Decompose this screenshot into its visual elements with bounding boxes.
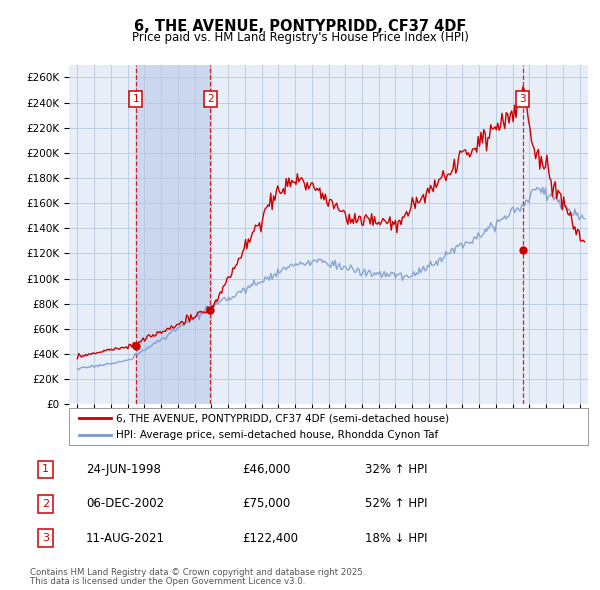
- Text: 52% ↑ HPI: 52% ↑ HPI: [365, 497, 427, 510]
- Text: 1: 1: [133, 94, 139, 104]
- Text: This data is licensed under the Open Government Licence v3.0.: This data is licensed under the Open Gov…: [30, 577, 305, 586]
- Text: 06-DEC-2002: 06-DEC-2002: [86, 497, 164, 510]
- Text: 3: 3: [42, 533, 49, 543]
- Text: 18% ↓ HPI: 18% ↓ HPI: [365, 532, 427, 545]
- Text: 11-AUG-2021: 11-AUG-2021: [86, 532, 165, 545]
- Text: 2: 2: [42, 499, 49, 509]
- Text: £122,400: £122,400: [242, 532, 298, 545]
- Text: £46,000: £46,000: [242, 463, 290, 476]
- Text: HPI: Average price, semi-detached house, Rhondda Cynon Taf: HPI: Average price, semi-detached house,…: [116, 431, 438, 440]
- Text: 6, THE AVENUE, PONTYPRIDD, CF37 4DF (semi-detached house): 6, THE AVENUE, PONTYPRIDD, CF37 4DF (sem…: [116, 414, 449, 423]
- Text: 6, THE AVENUE, PONTYPRIDD, CF37 4DF: 6, THE AVENUE, PONTYPRIDD, CF37 4DF: [134, 19, 466, 34]
- Text: 1: 1: [42, 464, 49, 474]
- Text: Contains HM Land Registry data © Crown copyright and database right 2025.: Contains HM Land Registry data © Crown c…: [30, 568, 365, 576]
- Text: 2: 2: [207, 94, 214, 104]
- Text: 24-JUN-1998: 24-JUN-1998: [86, 463, 161, 476]
- Text: Price paid vs. HM Land Registry's House Price Index (HPI): Price paid vs. HM Land Registry's House …: [131, 31, 469, 44]
- Bar: [136, 65, 210, 404]
- Text: 32% ↑ HPI: 32% ↑ HPI: [365, 463, 427, 476]
- Text: £75,000: £75,000: [242, 497, 290, 510]
- Text: 3: 3: [520, 94, 526, 104]
